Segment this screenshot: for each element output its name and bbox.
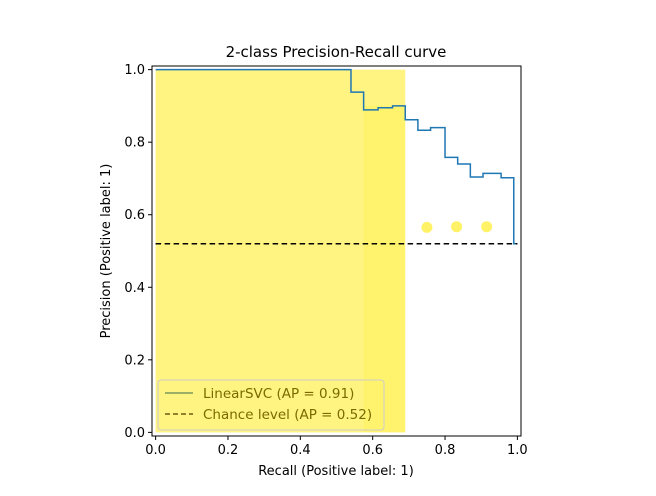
y-tick-label: 1.0 — [124, 63, 145, 78]
y-axis: 0.0 0.2 0.4 0.6 0.8 1.0 — [124, 63, 152, 441]
marker-layer — [421, 221, 493, 233]
y-axis-label: Precision (Positive label: 1) — [99, 164, 114, 339]
highlight-band — [155, 69, 406, 433]
x-tick-label: 0.2 — [218, 443, 239, 458]
y-tick-label: 0.0 — [124, 426, 145, 441]
highlight-layer — [155, 69, 406, 433]
highlight-marker — [451, 221, 463, 233]
highlight-marker — [421, 221, 433, 233]
series-layer — [155, 68, 518, 245]
legend-frame — [157, 379, 385, 431]
x-tick-label: 0.6 — [362, 443, 383, 458]
highlight-band — [363, 105, 406, 433]
legend-entry-chance: Chance level (AP = 0.52) — [203, 407, 372, 423]
x-tick-label: 0.4 — [290, 443, 311, 458]
y-tick-label: 0.2 — [124, 353, 145, 368]
x-tick-label: 0.8 — [435, 443, 456, 458]
y-tick-label: 0.4 — [124, 281, 145, 296]
x-tick-label: 0.0 — [145, 443, 166, 458]
legend: LinearSVC (AP = 0.91) Chance level (AP =… — [157, 379, 385, 431]
legend-entry-linearsvc: LinearSVC (AP = 0.91) — [203, 386, 354, 402]
x-axis-label: Recall (Positive label: 1) — [258, 464, 414, 479]
y-tick-label: 0.8 — [124, 136, 145, 151]
x-tick-label: 1.0 — [507, 443, 528, 458]
y-tick-label: 0.6 — [124, 208, 145, 223]
series-linearsvc — [155, 68, 518, 245]
plot-frame — [151, 65, 522, 437]
chart-title: 2-class Precision-Recall curve — [226, 43, 447, 61]
x-axis: 0.0 0.2 0.4 0.6 0.8 1.0 — [145, 436, 528, 458]
highlight-marker — [481, 221, 493, 233]
